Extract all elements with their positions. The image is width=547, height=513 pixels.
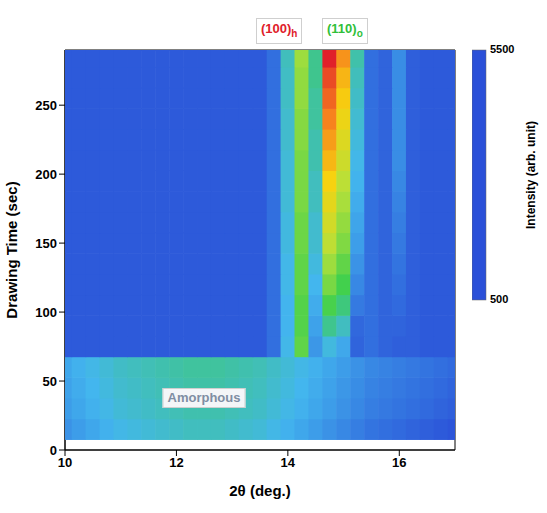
svg-text:50: 50: [43, 374, 57, 389]
svg-text:2θ (deg.): 2θ (deg.): [229, 482, 290, 499]
html-text:(100)h: (100)h: [261, 21, 298, 39]
svg-text:100: 100: [35, 305, 57, 320]
svg-text:Drawing Time (sec): Drawing Time (sec): [3, 181, 20, 318]
html-text:Amorphous: Amorphous: [167, 390, 241, 405]
svg-text:250: 250: [35, 98, 57, 113]
svg-text:12: 12: [169, 455, 183, 470]
svg-text:16: 16: [392, 455, 406, 470]
svg-text:0: 0: [50, 443, 57, 458]
svg-text:Intensity (arb. unit): Intensity (arb. unit): [524, 121, 538, 229]
svg-text:150: 150: [35, 236, 57, 251]
svg-text:10: 10: [58, 455, 72, 470]
html-text:(110)o: (110)o: [327, 21, 363, 39]
svg-text:500: 500: [490, 293, 508, 305]
svg-text:200: 200: [35, 167, 57, 182]
svg-text:5500: 5500: [490, 43, 514, 55]
svg-text:14: 14: [281, 455, 296, 470]
